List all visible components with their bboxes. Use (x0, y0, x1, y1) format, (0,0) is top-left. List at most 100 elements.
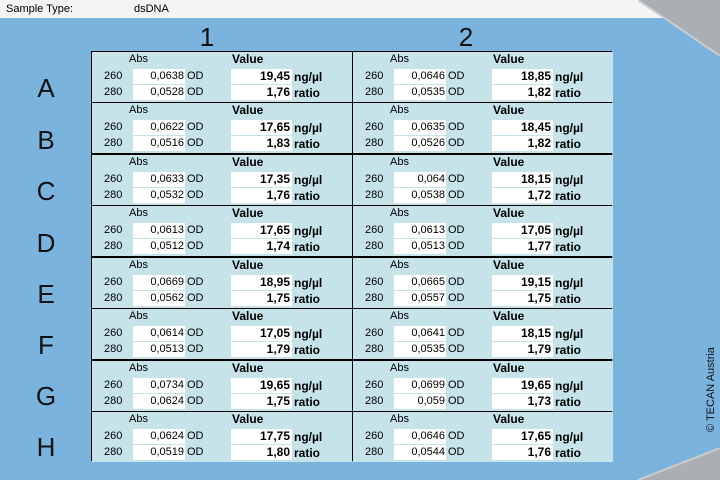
ratio-value: 1,73 (492, 394, 553, 409)
wavelength-260: 260 (104, 224, 123, 236)
abs-280-value: 0,0526 (394, 136, 446, 151)
well-b1: Abs Value 260 0,0622 OD 17,65 ng/µl 280 0,0516 OD… (92, 103, 352, 153)
concentration-unit: ng/µl (294, 70, 323, 84)
concentration-unit: ng/µl (555, 430, 584, 444)
wavelength-260: 260 (365, 430, 384, 442)
concentration-unit: ng/µl (555, 121, 584, 135)
wavelength-260: 260 (365, 224, 384, 236)
concentration-value: 17,05 (231, 326, 292, 341)
wavelength-260: 260 (365, 327, 384, 339)
abs-260-value: 0,0622 (133, 120, 185, 135)
ratio-value: 1,82 (492, 136, 553, 151)
value-header: Value (493, 258, 525, 272)
wavelength-260: 260 (365, 70, 384, 82)
wavelength-280: 280 (104, 395, 123, 407)
od-unit: OD (448, 446, 465, 458)
wavelength-280: 280 (104, 189, 123, 201)
ratio-value: 1,75 (231, 394, 292, 409)
wavelength-260: 260 (104, 121, 123, 133)
top-right-corner-decoration (638, 0, 720, 56)
abs-280-value: 0,0624 (133, 394, 185, 409)
ratio-unit: ratio (294, 137, 321, 151)
concentration-unit: ng/µl (294, 224, 323, 238)
sample-type-value: dsDNA (134, 3, 169, 15)
ratio-value: 1,79 (231, 342, 292, 357)
value-header: Value (493, 309, 525, 323)
ratio-unit: ratio (294, 446, 321, 460)
od-unit: OD (448, 292, 465, 304)
wavelength-260: 260 (365, 173, 384, 185)
copyright-notice: © TECAN Austria (705, 347, 717, 432)
concentration-value: 18,15 (492, 326, 553, 341)
concentration-unit: ng/µl (294, 121, 323, 135)
value-header: Value (493, 361, 525, 375)
wavelength-280: 280 (104, 86, 123, 98)
od-unit: OD (448, 327, 465, 339)
od-unit: OD (448, 379, 465, 391)
well-c1: Abs Value 260 0,0633 OD 17,35 ng/µl 280 0,0532 OD… (92, 155, 352, 205)
abs-280-value: 0,0538 (394, 188, 446, 203)
value-header: Value (232, 412, 264, 426)
wavelength-260: 260 (365, 121, 384, 133)
od-unit: OD (448, 276, 465, 288)
wavelength-280: 280 (365, 343, 384, 355)
row-header-d: D (36, 228, 56, 258)
concentration-unit: ng/µl (555, 276, 584, 290)
concentration-value: 18,45 (492, 120, 553, 135)
abs-260-value: 0,0646 (394, 429, 446, 444)
wavelength-260: 260 (104, 327, 123, 339)
ratio-unit: ratio (555, 292, 582, 306)
concentration-value: 17,75 (231, 429, 292, 444)
od-unit: OD (448, 224, 465, 236)
abs-260-value: 0,0613 (133, 223, 185, 238)
ratio-value: 1,83 (231, 136, 292, 151)
od-unit: OD (448, 121, 465, 133)
well-a2: Abs Value 260 0,0646 OD 18,85 ng/µl 280 0,0535 OD… (353, 52, 613, 102)
abs-280-value: 0,0528 (133, 85, 185, 100)
row-header-e: E (37, 279, 55, 309)
concentration-value: 19,65 (231, 378, 292, 393)
wavelength-260: 260 (104, 430, 123, 442)
abs-header: Abs (129, 104, 148, 116)
well-h2: Abs Value 260 0,0646 OD 17,65 ng/µl 280 0,0544 OD… (353, 412, 613, 462)
plate-results-grid: Abs Value 260 0,0638 OD 19,45 ng/µl 280 0,0528 OD… (91, 51, 613, 462)
abs-header: Abs (390, 413, 409, 425)
abs-280-value: 0,0513 (133, 342, 185, 357)
ratio-value: 1,75 (492, 291, 553, 306)
abs-header: Abs (390, 310, 409, 322)
ratio-unit: ratio (294, 343, 321, 357)
concentration-unit: ng/µl (555, 379, 584, 393)
ratio-unit: ratio (555, 137, 582, 151)
od-unit: OD (448, 70, 465, 82)
sample-type-bar: Sample Type: dsDNA (0, 0, 720, 18)
ratio-value: 1,72 (492, 188, 553, 203)
concentration-value: 17,65 (492, 429, 553, 444)
well-f2: Abs Value 260 0,0641 OD 18,15 ng/µl 280 0,0535 OD… (353, 309, 613, 359)
od-unit: OD (448, 137, 465, 149)
concentration-value: 19,65 (492, 378, 553, 393)
value-header: Value (493, 412, 525, 426)
well-c2: Abs Value 260 0,064 OD 18,15 ng/µl 280 0,0538 OD 1… (353, 155, 613, 205)
abs-header: Abs (390, 207, 409, 219)
abs-280-value: 0,0519 (133, 445, 185, 460)
abs-header: Abs (390, 104, 409, 116)
value-header: Value (232, 258, 264, 272)
wavelength-280: 280 (365, 240, 384, 252)
value-header: Value (232, 361, 264, 375)
abs-260-value: 0,0669 (133, 275, 185, 290)
well-d1: Abs Value 260 0,0613 OD 17,65 ng/µl 280 0,0512 OD… (92, 206, 352, 256)
od-unit: OD (448, 189, 465, 201)
od-unit: OD (187, 292, 204, 304)
wavelength-260: 260 (104, 173, 123, 185)
concentration-value: 18,95 (231, 275, 292, 290)
od-unit: OD (187, 173, 204, 185)
ratio-value: 1,76 (231, 85, 292, 100)
value-header: Value (232, 309, 264, 323)
concentration-unit: ng/µl (294, 173, 323, 187)
od-unit: OD (448, 343, 465, 355)
wavelength-280: 280 (365, 189, 384, 201)
well-g2: Abs Value 260 0,0699 OD 19,65 ng/µl 280 0,059 OD 1… (353, 361, 613, 411)
ratio-unit: ratio (555, 395, 582, 409)
wavelength-260: 260 (104, 276, 123, 288)
concentration-unit: ng/µl (555, 173, 584, 187)
